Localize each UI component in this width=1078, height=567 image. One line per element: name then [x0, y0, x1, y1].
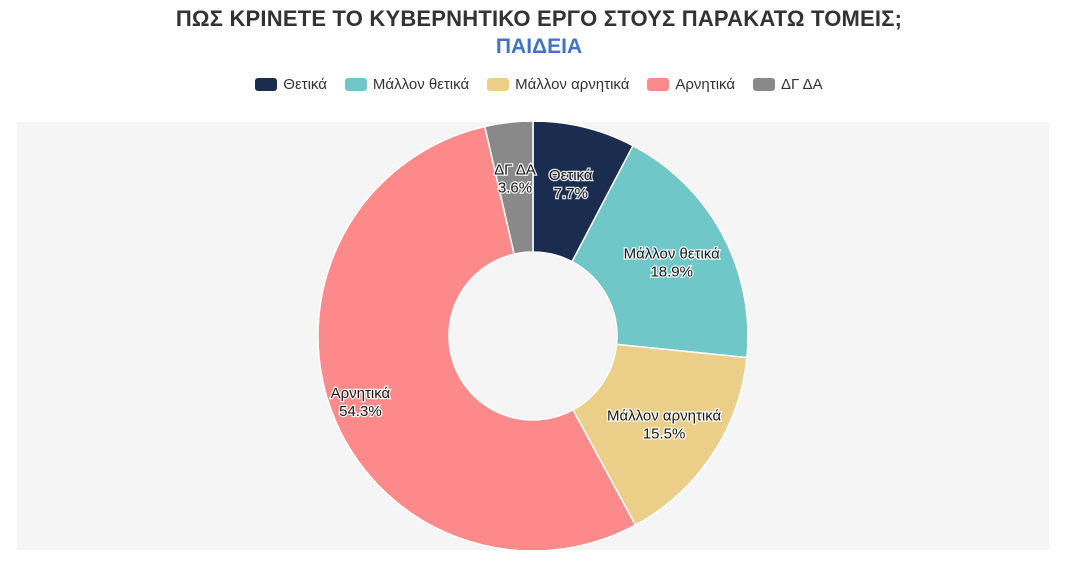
- legend-label: Αρνητικά: [675, 76, 736, 93]
- legend-item-thetika[interactable]: Θετικά: [255, 76, 327, 93]
- legend: Θετικά Μάλλον θετικά Μάλλον αρνητικά Αρν…: [0, 76, 1078, 93]
- slice-value-thetika: 7.7%: [554, 185, 588, 202]
- legend-item-dg-da[interactable]: ΔΓ ΔΑ: [753, 76, 823, 93]
- legend-swatch: [344, 78, 367, 91]
- slice-arnitika[interactable]: [317, 125, 637, 550]
- chart-subtitle: ΠΑΙΔΕΙΑ: [495, 35, 583, 58]
- legend-label: Μάλλον θετικά: [372, 76, 470, 93]
- slice-value-arnitika: 54.3%: [339, 403, 382, 420]
- slice-mallon-thetika[interactable]: [571, 144, 749, 359]
- legend-item-mallon-thetika[interactable]: Μάλλον θετικά: [344, 76, 470, 93]
- plot-area: Θετικά 7.7% Μάλλον θετικά 18.9% Μάλλον αρνητ…: [17, 122, 1049, 550]
- chart-title: ΠΩΣ ΚΡΙΝΕΤΕ ΤΟ ΚΥΒΕΡΝΗΤΙΚΟ ΕΡΓΟ ΣΤΟΥΣ ΠΑ…: [175, 6, 903, 31]
- legend-label: Μάλλον αρνητικά: [515, 76, 630, 93]
- slice-mallon-arnitika[interactable]: [571, 343, 748, 527]
- legend-item-mallon-arnitika[interactable]: Μάλλον αρνητικά: [487, 76, 629, 93]
- slice-dg-da[interactable]: [483, 122, 534, 256]
- legend-swatch: [255, 78, 278, 91]
- legend-label: ΔΓ ΔΑ: [781, 76, 823, 93]
- slice-value-mallon-arnitika: 15.5%: [643, 425, 686, 442]
- slice-label-mallon-arnitika: Μάλλον αρνητικά: [607, 407, 722, 424]
- slice-value-mallon-thetika: 18.9%: [650, 263, 693, 280]
- slice-label-dg-da: ΔΓ ΔΑ: [494, 162, 536, 179]
- slice-label-thetika: Θετικά: [549, 167, 593, 184]
- legend-swatch: [753, 78, 776, 91]
- legend-item-arnitika[interactable]: Αρνητικά: [647, 76, 735, 93]
- slice-label-arnitika: Αρνητικά: [331, 385, 391, 402]
- legend-label: Θετικά: [283, 76, 327, 93]
- legend-swatch: [487, 78, 510, 91]
- legend-swatch: [647, 78, 670, 91]
- slice-label-mallon-thetika: Μάλλον θετικά: [624, 245, 721, 262]
- slice-value-dg-da: 3.6%: [498, 180, 532, 197]
